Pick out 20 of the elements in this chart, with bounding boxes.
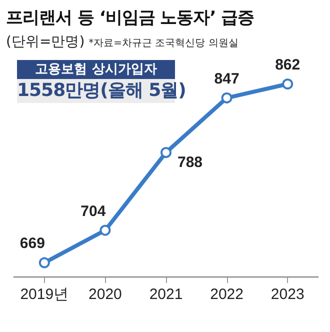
text: *자료=차규근 조국혁신당 의원실 [88,38,238,49]
x-tick-label: 2023 [270,286,304,303]
chart-subtitle: (단위=만명) [6,34,85,50]
data-label: 788 [178,154,203,172]
point [100,224,111,236]
data-label: 704 [80,202,106,220]
point [160,147,172,158]
data-label: 847 [214,70,240,88]
data-label: 862 [275,56,300,74]
data-label: 669 [20,235,45,252]
point [282,78,294,90]
x-tick-label: 2019년 [20,286,69,303]
text: 고용보험 상시가입자 [17,60,175,79]
point [38,257,50,268]
x-tick-label: 2022 [210,286,244,303]
point [221,92,232,104]
annotation: 1558만명(올해 5월) [17,79,186,103]
x-tick-label: 2021 [149,286,183,303]
x-tick-label: 2020 [88,286,122,303]
chart-title: 프리랜서 등 ‘비임금 노동자’ 급증 [6,7,254,29]
